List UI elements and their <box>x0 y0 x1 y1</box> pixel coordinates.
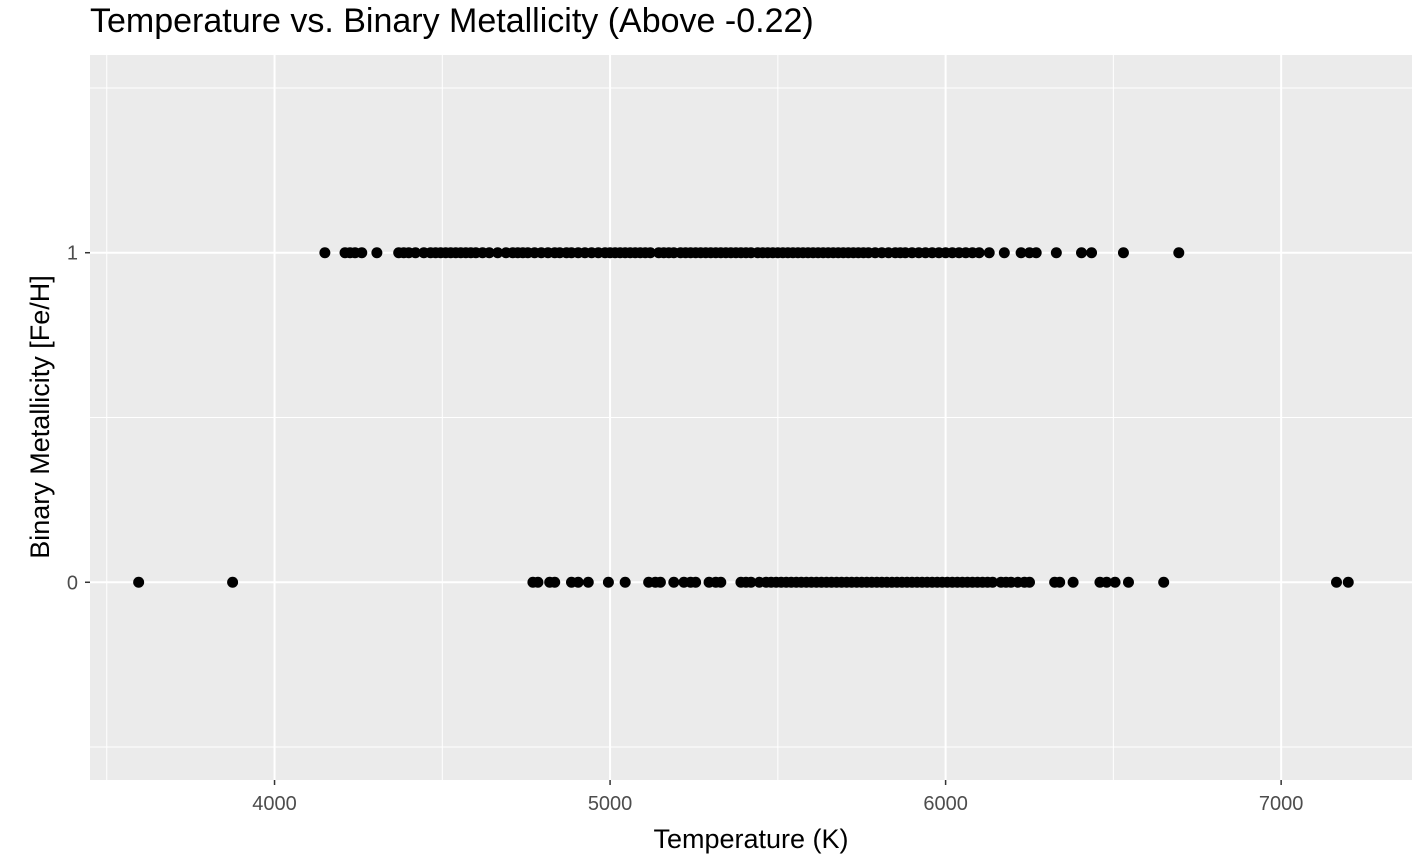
data-point <box>1023 576 1035 588</box>
x-tick-label: 7000 <box>1259 793 1304 815</box>
data-point <box>602 576 614 588</box>
data-point <box>644 247 656 259</box>
data-point <box>715 576 727 588</box>
data-point <box>1067 576 1079 588</box>
data-point <box>356 247 368 259</box>
data-point <box>690 576 702 588</box>
data-point <box>1101 576 1113 588</box>
data-point <box>1050 247 1062 259</box>
y-axis-title: Binary Metallicity [Fe/H] <box>25 275 55 559</box>
data-point <box>409 247 421 259</box>
data-point <box>654 576 666 588</box>
data-point <box>483 247 495 259</box>
minor-gridlines <box>90 55 1412 780</box>
y-tick-label: 0 <box>67 572 78 594</box>
data-point <box>1109 576 1121 588</box>
data-point <box>1158 576 1170 588</box>
data-point <box>1054 576 1066 588</box>
data-point <box>582 576 594 588</box>
data-point <box>1331 576 1343 588</box>
data-points <box>133 247 1354 588</box>
data-point <box>371 247 383 259</box>
data-point <box>745 576 757 588</box>
x-tick-label: 5000 <box>588 793 633 815</box>
data-point <box>1030 247 1042 259</box>
data-point <box>1076 247 1087 259</box>
data-point <box>668 576 680 588</box>
data-point <box>987 576 999 588</box>
data-point <box>532 576 544 588</box>
data-point <box>973 247 985 259</box>
y-axis-ticks: 01 <box>67 243 90 594</box>
data-point <box>998 247 1010 259</box>
data-point <box>1122 576 1134 588</box>
data-point <box>1342 576 1354 588</box>
x-tick-label: 6000 <box>923 793 968 815</box>
data-point <box>1015 247 1027 259</box>
data-point <box>133 576 145 588</box>
data-point <box>1173 247 1185 259</box>
data-point <box>1117 247 1129 259</box>
data-point <box>983 247 995 259</box>
data-point <box>227 576 239 588</box>
data-point <box>572 576 584 588</box>
data-point <box>619 576 631 588</box>
chart-title: Temperature vs. Binary Metallicity (Abov… <box>90 2 814 40</box>
data-point <box>549 576 561 588</box>
data-point <box>319 247 331 259</box>
data-point <box>1086 247 1098 259</box>
data-point <box>492 247 504 259</box>
x-tick-label: 4000 <box>252 793 297 815</box>
y-tick-label: 1 <box>67 243 78 265</box>
x-axis-ticks: 4000 5000 6000 7000 <box>252 780 1303 815</box>
x-axis-title: Temperature (K) <box>653 824 848 854</box>
